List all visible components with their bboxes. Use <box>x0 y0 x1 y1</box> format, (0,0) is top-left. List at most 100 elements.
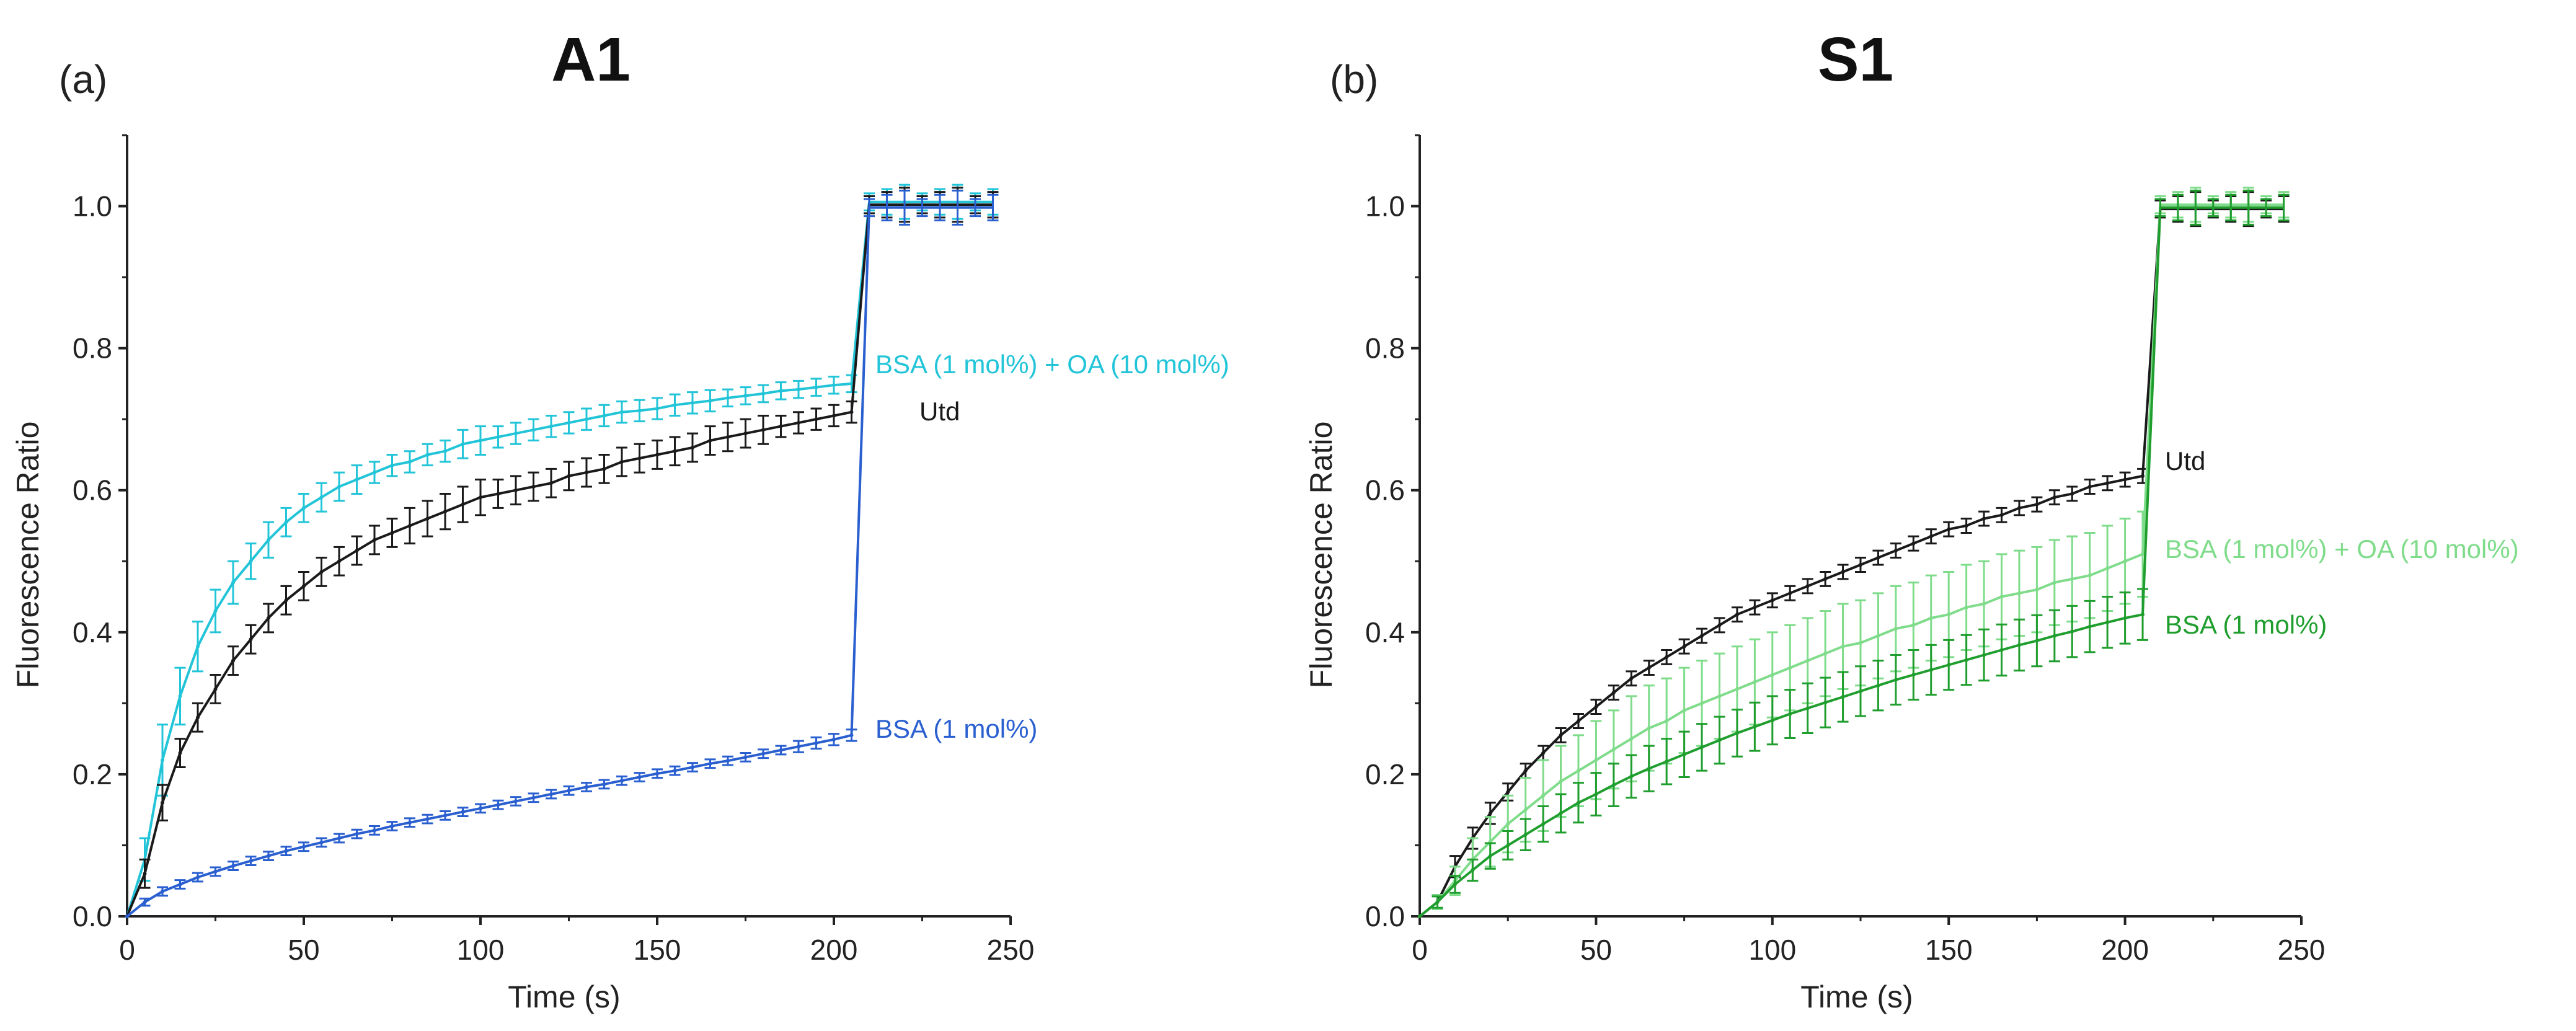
data-point <box>602 467 606 471</box>
data-point <box>779 748 783 752</box>
data-point <box>2141 552 2145 556</box>
data-point <box>178 882 182 887</box>
y-tick-label-a: 0.6 <box>73 474 112 507</box>
y-tick-label-b: 0.2 <box>1365 758 1405 790</box>
y-tick-label-b: 0.4 <box>1365 616 1405 648</box>
data-point <box>1700 745 1704 750</box>
data-point <box>726 435 730 439</box>
series-label: BSA (1 mol%) <box>875 714 1037 743</box>
data-point <box>567 789 571 793</box>
data-point <box>691 765 694 769</box>
data-point <box>425 817 430 821</box>
data-point <box>585 471 588 475</box>
data-point <box>408 820 412 825</box>
y-tick-label-a: 0.2 <box>73 758 112 790</box>
x-tick-label-b: 200 <box>2101 934 2149 966</box>
data-point <box>1418 914 1422 918</box>
data-point <box>673 769 677 773</box>
data-point <box>2035 588 2039 592</box>
error-bar <box>2207 198 2219 218</box>
data-point <box>461 810 465 814</box>
data-point <box>814 385 818 389</box>
data-point <box>514 799 518 803</box>
data-point <box>637 409 642 413</box>
data-point <box>161 758 164 762</box>
series-line <box>126 206 993 918</box>
data-point <box>1594 705 1598 709</box>
data-point <box>1999 648 2004 652</box>
data-point <box>814 417 818 422</box>
data-point <box>743 431 748 436</box>
data-point <box>337 559 341 564</box>
data-point <box>1770 598 1774 603</box>
data-point <box>2087 624 2092 629</box>
data-point <box>1841 644 1845 648</box>
data-point <box>549 792 553 796</box>
data-point <box>1770 718 1774 722</box>
data-point <box>1859 641 1862 645</box>
data-point <box>1982 653 1986 657</box>
x-tick-label-a: 0 <box>119 934 135 966</box>
data-point <box>2070 629 2074 634</box>
data-point <box>832 414 836 418</box>
data-point <box>849 410 854 414</box>
data-point <box>691 400 694 405</box>
series-line <box>126 203 993 917</box>
data-point <box>2105 566 2110 570</box>
x-tick-label-a: 250 <box>987 934 1035 966</box>
data-point <box>390 463 394 467</box>
data-point <box>2141 474 2145 478</box>
data-point <box>425 516 430 521</box>
data-point <box>1611 747 1616 751</box>
data-point <box>1594 792 1598 796</box>
y-tick-label-b: 0.0 <box>1365 900 1405 932</box>
series-label: Utd <box>919 397 960 426</box>
data-point <box>1611 691 1616 695</box>
data-point <box>443 813 447 818</box>
data-point <box>620 459 624 464</box>
data-point <box>602 782 606 786</box>
data-point <box>1805 706 1810 710</box>
data-point <box>655 771 659 776</box>
data-point <box>2105 620 2110 624</box>
data-point <box>161 800 164 805</box>
data-point <box>1893 549 1898 553</box>
x-axis-label-a: Time (s) <box>508 980 620 1014</box>
data-point <box>1964 605 1968 609</box>
data-point <box>1893 678 1898 682</box>
data-point <box>1982 516 1986 521</box>
data-point <box>1876 634 1880 638</box>
data-point <box>1665 719 1669 723</box>
data-point <box>1788 712 1792 716</box>
chart-panel-b: (b) S1 Fluorescence Ratio Time (s) 0.00.… <box>1304 25 2519 1014</box>
error-bar <box>881 193 893 221</box>
error-bar <box>2278 193 2290 221</box>
data-point <box>655 453 659 457</box>
data-point <box>1947 613 1951 617</box>
data-point <box>1506 790 1510 794</box>
data-point <box>602 414 606 418</box>
data-point <box>1911 541 1916 546</box>
panel-label-b: (b) <box>1330 57 1378 102</box>
data-point <box>2052 495 2056 500</box>
data-point <box>655 407 659 410</box>
data-point <box>708 438 712 443</box>
data-point <box>213 869 218 874</box>
data-point <box>531 795 536 800</box>
data-point <box>1805 584 1810 588</box>
data-point <box>1735 613 1739 617</box>
data-point <box>1682 644 1686 648</box>
data-point <box>743 755 748 759</box>
data-point <box>620 779 624 783</box>
y-tick-label-b: 0.6 <box>1365 474 1405 507</box>
data-point <box>2017 591 2021 595</box>
data-point <box>213 609 218 613</box>
series-line <box>126 200 993 917</box>
data-point <box>479 495 482 500</box>
data-point <box>1541 794 1546 798</box>
data-point <box>797 745 800 749</box>
data-point <box>1859 563 1862 567</box>
data-point <box>761 428 765 432</box>
x-axis-label-b: Time (s) <box>1800 980 1913 1014</box>
